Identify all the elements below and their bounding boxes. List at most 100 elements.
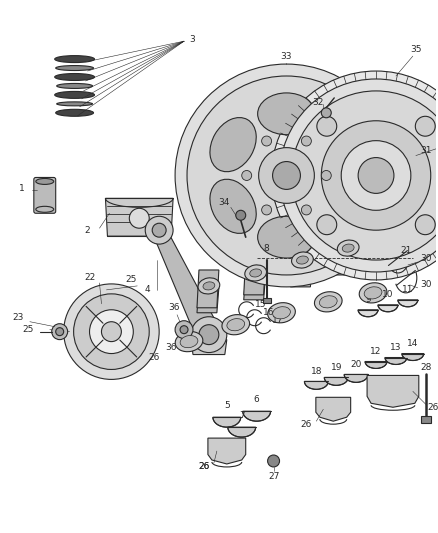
Circle shape	[180, 326, 188, 334]
Polygon shape	[290, 262, 312, 287]
Text: 21: 21	[400, 246, 412, 255]
Bar	[263, 298, 271, 303]
Polygon shape	[358, 310, 378, 317]
Text: 25: 25	[126, 276, 137, 285]
Text: 9: 9	[365, 295, 371, 304]
Ellipse shape	[56, 66, 93, 70]
Circle shape	[242, 171, 252, 181]
Text: 23: 23	[12, 313, 24, 322]
Text: 6: 6	[254, 395, 260, 404]
Polygon shape	[304, 382, 328, 389]
Circle shape	[74, 294, 149, 369]
Text: 33: 33	[281, 52, 292, 61]
Ellipse shape	[57, 102, 92, 106]
Polygon shape	[336, 232, 358, 270]
Polygon shape	[244, 257, 265, 295]
Circle shape	[56, 328, 64, 336]
Text: 8: 8	[264, 244, 269, 253]
Text: 16: 16	[263, 308, 274, 317]
Text: 36: 36	[166, 343, 177, 352]
Polygon shape	[151, 230, 223, 335]
Circle shape	[261, 136, 272, 146]
Circle shape	[301, 136, 311, 146]
Text: 3: 3	[189, 35, 195, 44]
Text: 13: 13	[390, 343, 402, 352]
Ellipse shape	[175, 332, 203, 352]
Text: 31: 31	[420, 146, 431, 155]
Ellipse shape	[317, 118, 363, 172]
Ellipse shape	[55, 55, 95, 62]
Text: 5: 5	[224, 401, 230, 410]
Circle shape	[261, 205, 272, 215]
Ellipse shape	[55, 92, 95, 99]
Text: 25: 25	[22, 325, 34, 334]
Text: 1: 1	[19, 184, 25, 193]
Circle shape	[291, 91, 438, 260]
Text: 27: 27	[268, 472, 279, 481]
Circle shape	[321, 121, 431, 230]
Circle shape	[272, 161, 300, 189]
Ellipse shape	[203, 282, 215, 290]
Text: 26: 26	[198, 463, 210, 472]
Circle shape	[102, 322, 121, 342]
Polygon shape	[402, 353, 424, 360]
Text: 19: 19	[331, 363, 342, 372]
Ellipse shape	[222, 314, 250, 335]
Ellipse shape	[258, 216, 315, 258]
Ellipse shape	[250, 269, 261, 277]
Text: 17: 17	[272, 316, 283, 325]
Circle shape	[175, 321, 193, 338]
Circle shape	[259, 148, 314, 203]
Ellipse shape	[227, 319, 245, 331]
Text: 20: 20	[350, 360, 362, 369]
Circle shape	[236, 211, 246, 220]
Circle shape	[301, 205, 311, 215]
Circle shape	[272, 71, 438, 280]
Ellipse shape	[359, 283, 387, 303]
Polygon shape	[213, 417, 241, 427]
Ellipse shape	[210, 118, 256, 172]
Text: 34: 34	[218, 198, 230, 207]
Text: 14: 14	[407, 339, 419, 348]
Circle shape	[129, 208, 149, 228]
Circle shape	[89, 310, 133, 353]
Circle shape	[145, 216, 173, 244]
Circle shape	[341, 141, 411, 211]
Text: 11: 11	[402, 285, 413, 294]
Polygon shape	[316, 397, 351, 421]
Polygon shape	[244, 275, 265, 300]
Ellipse shape	[210, 179, 256, 233]
Text: 12: 12	[371, 347, 382, 356]
Circle shape	[358, 158, 394, 193]
Circle shape	[415, 215, 435, 235]
Text: 22: 22	[84, 273, 95, 282]
Circle shape	[152, 223, 166, 237]
Text: 26: 26	[427, 403, 438, 412]
Polygon shape	[385, 358, 407, 365]
Polygon shape	[106, 198, 173, 236]
Circle shape	[187, 76, 386, 275]
Ellipse shape	[292, 252, 313, 268]
Text: 26: 26	[198, 463, 210, 472]
Circle shape	[317, 116, 337, 136]
Polygon shape	[398, 300, 418, 307]
Text: 10: 10	[382, 290, 394, 300]
Circle shape	[321, 171, 331, 181]
Bar	[421, 416, 431, 423]
Ellipse shape	[198, 278, 220, 294]
Ellipse shape	[57, 84, 92, 88]
Circle shape	[415, 116, 435, 136]
Ellipse shape	[297, 256, 308, 264]
Text: 2: 2	[85, 225, 90, 235]
Ellipse shape	[342, 244, 354, 252]
Text: 36: 36	[168, 303, 180, 312]
FancyBboxPatch shape	[34, 177, 56, 213]
Text: 30: 30	[420, 254, 431, 263]
Polygon shape	[197, 270, 219, 308]
Polygon shape	[344, 375, 368, 382]
Circle shape	[52, 324, 67, 340]
Ellipse shape	[245, 265, 267, 281]
Ellipse shape	[319, 296, 337, 308]
Text: 32: 32	[313, 99, 324, 107]
Text: 35: 35	[410, 45, 421, 54]
